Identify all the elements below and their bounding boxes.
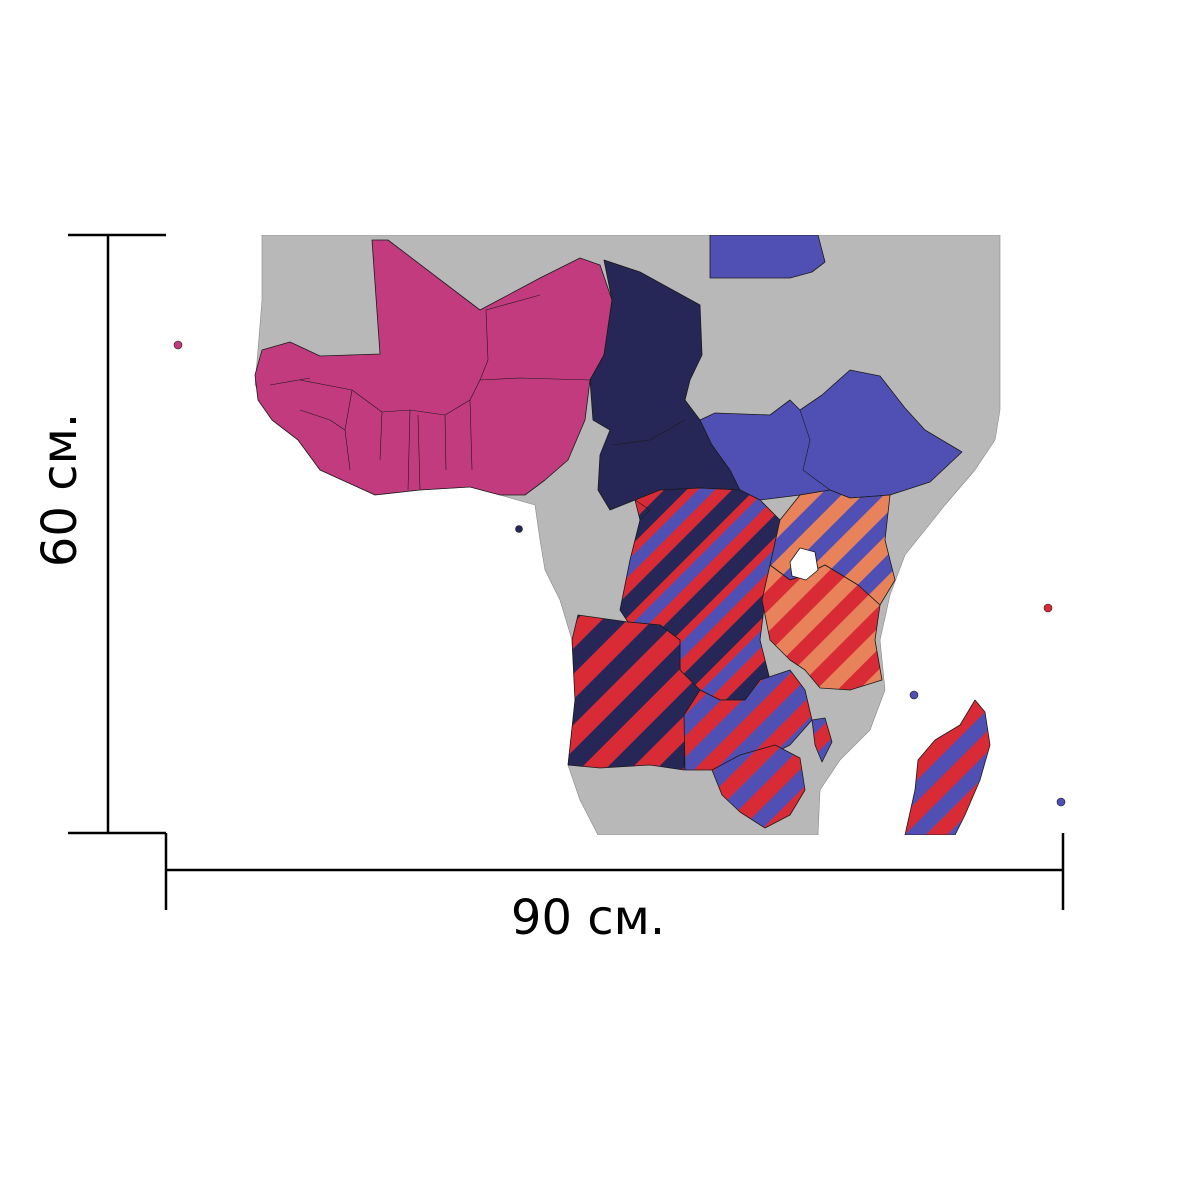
region-egypt [709,235,826,279]
country-borders-congo [634,499,651,521]
island-comoros [909,690,919,700]
country-borders-east [799,409,831,491]
width-dimension-line [164,833,1065,910]
region-malawi [811,717,833,763]
region-zimbabwe [711,744,806,829]
lake-victoria [789,547,819,581]
region-madagascar [904,699,991,835]
region-west-africa [254,239,613,496]
island-cape-verde [173,340,183,350]
height-dimension-line [68,233,166,835]
region-zambia [683,669,813,779]
country-borders-west [269,294,591,491]
island-sao-tome [515,525,523,533]
width-label: 90 см. [510,890,666,946]
island-mauritius [1056,797,1066,807]
height-label: 60 см. [32,412,88,568]
country-borders-chad [611,419,686,446]
island-seychelles [1043,603,1053,613]
